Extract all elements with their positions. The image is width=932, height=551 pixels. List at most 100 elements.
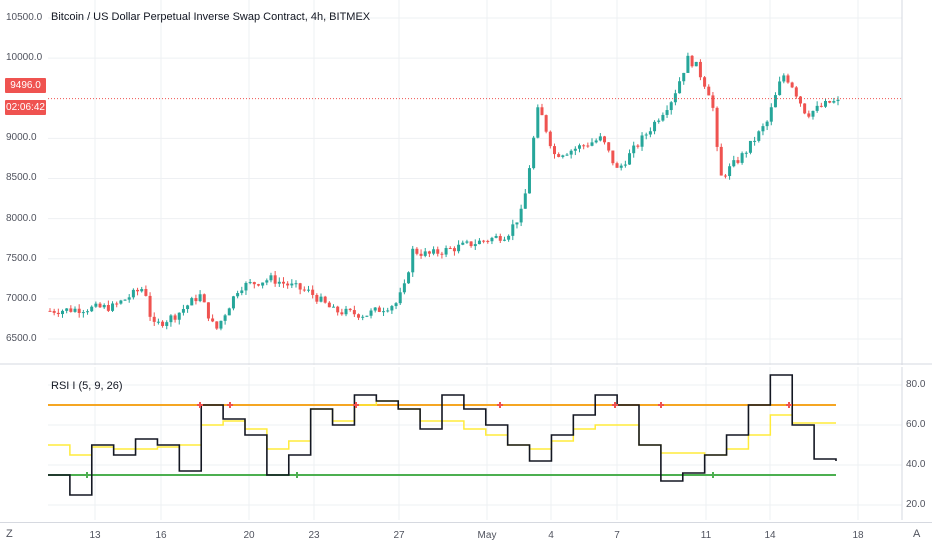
candle-body [261, 282, 265, 286]
rsi-pane[interactable] [0, 367, 932, 520]
price-chart[interactable] [0, 0, 932, 365]
time-tick-label: 18 [852, 530, 864, 541]
price-tick-label: 9000.0 [6, 132, 37, 144]
candle-body [540, 107, 544, 116]
rsi-tick-label: 40.0 [906, 459, 926, 470]
candle-body [357, 314, 361, 318]
candle-body [748, 140, 752, 153]
candle-body [306, 289, 310, 291]
candle-body [544, 115, 548, 132]
candle-body [269, 275, 273, 281]
chart-title: Bitcoin / US Dollar Perpetual Inverse Sw… [51, 11, 371, 23]
candle-body [273, 275, 277, 284]
candle-body [106, 305, 110, 311]
candle-body [678, 81, 682, 94]
candle-body [265, 280, 269, 283]
candle-body [715, 107, 719, 147]
candle-body [548, 131, 552, 147]
candle-body [311, 289, 315, 295]
candle-body [515, 222, 519, 225]
rsi-title: RSI I (5, 9, 26) [51, 380, 123, 392]
candle-body [352, 310, 356, 315]
bar-countdown-tag: 02:06:42 [5, 100, 46, 115]
candle-body [348, 308, 352, 311]
candle-body [686, 55, 690, 73]
price-tick-label: 7500.0 [6, 252, 37, 264]
candle-body [332, 306, 336, 308]
candle-body [598, 136, 602, 141]
candle-body [798, 96, 802, 104]
candle-body [815, 105, 819, 111]
candle-body [56, 312, 60, 315]
auto-scale-button[interactable]: A [913, 528, 921, 540]
signal-cross [658, 402, 664, 408]
candle-body [732, 160, 736, 167]
candle-body [565, 154, 569, 156]
candle-body [236, 293, 240, 297]
candle-body [219, 320, 223, 329]
candle-body [90, 306, 94, 312]
candle-body [169, 315, 173, 323]
candle-body [757, 131, 761, 141]
candle-body [477, 240, 481, 245]
candle-body [111, 303, 115, 311]
candle-body [144, 289, 148, 296]
candle-body [231, 296, 235, 309]
candle-body [657, 120, 661, 122]
candle-body [569, 150, 573, 155]
candle-body [807, 113, 811, 117]
signal-cross [84, 472, 90, 478]
candle-body [661, 114, 665, 121]
price-tick-label: 10500.0 [6, 12, 43, 24]
candle-body [190, 298, 194, 306]
candle-body [669, 102, 673, 111]
candle-body [327, 302, 331, 308]
candle-body [832, 101, 836, 103]
candle-body [423, 251, 427, 256]
candle-body [177, 312, 181, 320]
time-tick-label: May [477, 530, 497, 541]
time-tick-label: 16 [155, 530, 167, 541]
candle-body [819, 105, 823, 107]
price-pane[interactable] [0, 0, 932, 365]
candle-body [694, 61, 698, 67]
candle-body [573, 148, 577, 151]
candle-body [473, 244, 477, 247]
candle-body [440, 253, 444, 255]
candle-body [223, 315, 227, 321]
candle-body [98, 303, 102, 308]
candle-body [277, 281, 281, 284]
candle-body [498, 236, 502, 241]
candle-body [527, 168, 531, 194]
candle-body [369, 310, 373, 316]
candle-body [123, 299, 127, 301]
zoom-button[interactable]: Z [6, 528, 13, 540]
candle-body [607, 142, 611, 151]
candle-body [377, 307, 381, 312]
candle-body [603, 136, 607, 143]
candle-body [256, 284, 260, 286]
candle-body [102, 305, 106, 308]
candle-body [131, 289, 135, 298]
candle-body [836, 99, 840, 102]
candle-body [415, 248, 419, 254]
time-axis[interactable] [0, 522, 932, 551]
candle-body [648, 131, 652, 135]
candle-body [315, 294, 319, 302]
candle-body [61, 310, 65, 315]
candle-body [615, 163, 619, 168]
candle-body [782, 75, 786, 82]
candle-body [136, 289, 140, 292]
candle-body [211, 318, 215, 322]
candle-body [373, 307, 377, 311]
candle-body [140, 289, 144, 292]
candle-body [744, 152, 748, 154]
rsi-chart[interactable] [0, 367, 932, 520]
candle-body [398, 292, 402, 304]
candle-body [198, 294, 202, 302]
candle-body [765, 121, 769, 127]
candle-body [252, 282, 256, 285]
candle-body [523, 193, 527, 209]
candle-body [336, 306, 340, 313]
candle-body [823, 101, 827, 107]
